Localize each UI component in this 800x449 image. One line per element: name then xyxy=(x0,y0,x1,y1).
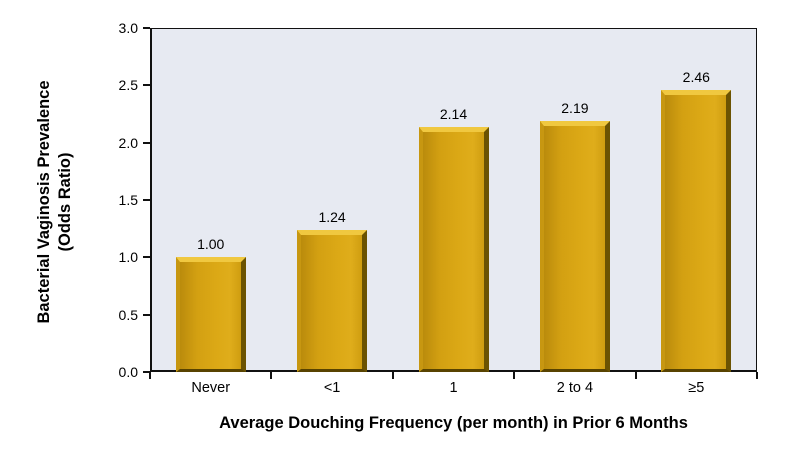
y-tick-label: 1.5 xyxy=(118,192,138,208)
x-tick-label: 1 xyxy=(449,380,458,396)
y-tick-label: 1.0 xyxy=(118,249,138,266)
x-tick-label: 2 to 4 xyxy=(556,380,594,396)
x-tick-mark xyxy=(513,372,516,379)
x-axis-title: Average Douching Frequency (per month) i… xyxy=(219,414,688,432)
x-tick-label: <1 xyxy=(323,380,341,396)
y-tick-mark xyxy=(143,256,150,259)
x-tick-label: ≥5 xyxy=(688,380,705,396)
x-tick-mark xyxy=(756,372,758,379)
y-axis-title-line1: Bacterial Vaginosis Prevalence xyxy=(35,80,53,324)
y-tick-mark xyxy=(143,199,150,201)
x-tick-label: Never xyxy=(191,380,231,396)
bar-value-label: 1.24 xyxy=(318,208,346,225)
y-tick-label: 0.5 xyxy=(118,306,138,323)
y-tick-mark xyxy=(143,141,150,144)
bar-value-label: 1.00 xyxy=(197,236,225,253)
x-tick-mark xyxy=(391,372,394,379)
bar-≥5 xyxy=(661,89,732,372)
bar-2 to 4 xyxy=(539,120,610,372)
bar-value-label: 2.19 xyxy=(561,99,589,116)
y-tick-mark xyxy=(143,84,150,87)
x-tick-mark xyxy=(634,372,637,379)
y-tick-mark xyxy=(143,27,150,29)
y-tick-label: 3.0 xyxy=(118,20,138,36)
y-tick-mark xyxy=(143,371,150,373)
x-tick-mark xyxy=(149,372,151,379)
y-axis-title: Bacterial Vaginosis Prevalence (Odds Rat… xyxy=(34,12,76,392)
y-axis-title-line2: (Odds Ratio) xyxy=(56,152,74,252)
y-tick-label: 2.0 xyxy=(118,134,138,151)
x-tick-mark xyxy=(270,372,273,379)
bar-value-label: 2.14 xyxy=(439,105,468,122)
bar-1 xyxy=(418,126,489,372)
bar-Never xyxy=(175,257,246,372)
y-tick-label: 0.0 xyxy=(118,364,138,380)
bar-<1 xyxy=(297,229,368,372)
y-tick-label: 2.5 xyxy=(118,77,138,94)
bar-value-label: 2.46 xyxy=(682,68,710,85)
y-tick-mark xyxy=(143,313,150,316)
